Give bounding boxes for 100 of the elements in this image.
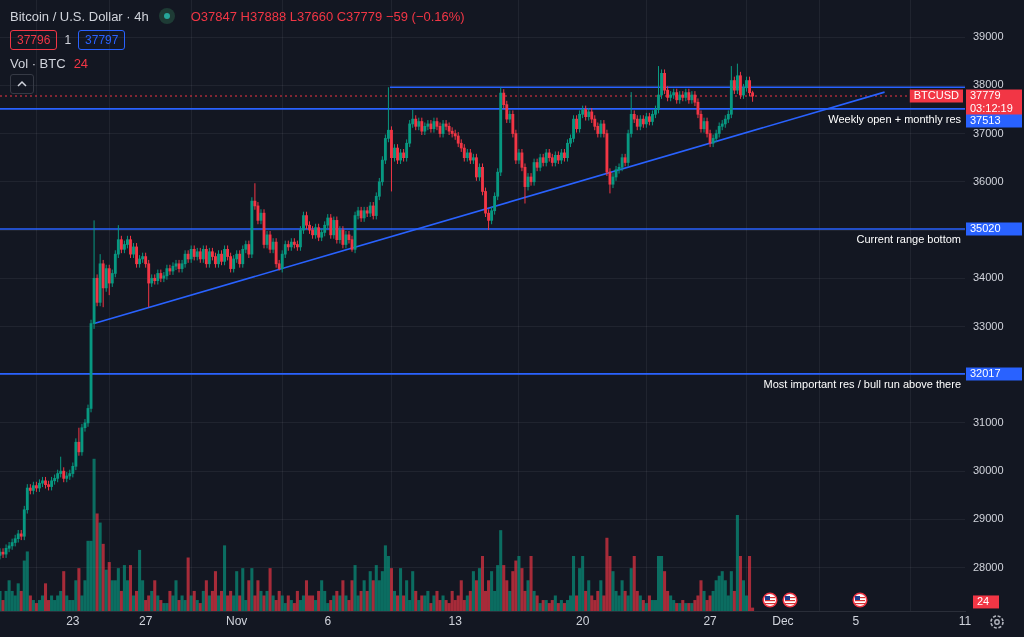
bar xyxy=(241,568,245,611)
bar xyxy=(514,560,518,611)
bar xyxy=(738,555,742,611)
bar xyxy=(298,600,302,611)
y-tick-label: 33000 xyxy=(973,319,1004,332)
bar xyxy=(741,580,746,611)
bar xyxy=(256,580,260,611)
y-tick-label: 28000 xyxy=(973,560,1004,573)
bar xyxy=(751,607,755,611)
bar xyxy=(714,580,718,611)
bar xyxy=(295,590,299,611)
bar xyxy=(663,571,667,611)
bar xyxy=(244,600,248,611)
bar xyxy=(10,590,14,611)
bar xyxy=(477,568,481,611)
bar xyxy=(744,595,749,611)
bar xyxy=(523,590,527,611)
bar xyxy=(526,580,530,611)
bar xyxy=(226,595,230,611)
bar xyxy=(204,580,208,611)
bar xyxy=(253,595,257,611)
bar xyxy=(220,590,224,611)
bar xyxy=(386,555,390,611)
annotation: 24 xyxy=(73,56,89,71)
bar xyxy=(511,571,515,611)
bar xyxy=(405,580,409,611)
bar xyxy=(599,580,603,611)
bar xyxy=(705,600,709,611)
bar xyxy=(520,568,524,611)
bar xyxy=(553,595,557,611)
bar xyxy=(490,571,494,611)
bar xyxy=(101,543,105,611)
bar xyxy=(0,590,2,611)
bar xyxy=(374,565,378,611)
bar xyxy=(535,595,539,611)
bar xyxy=(696,595,700,611)
bar xyxy=(568,595,573,611)
bar xyxy=(462,600,466,611)
bar xyxy=(474,580,478,611)
bar xyxy=(122,565,126,611)
bar xyxy=(711,590,715,611)
bar xyxy=(301,595,305,611)
bar xyxy=(229,590,233,611)
bar xyxy=(411,571,415,611)
bar xyxy=(80,595,84,611)
bar xyxy=(238,595,242,611)
bar xyxy=(223,545,227,611)
bar xyxy=(25,551,29,611)
bar xyxy=(65,595,69,611)
bar xyxy=(141,580,145,611)
bar xyxy=(611,571,615,611)
bar xyxy=(40,595,45,611)
bar xyxy=(95,513,99,611)
bar xyxy=(92,458,96,611)
bar xyxy=(596,590,600,611)
bar xyxy=(471,571,475,611)
bar xyxy=(581,555,585,611)
bar xyxy=(402,595,406,611)
bar xyxy=(116,568,120,611)
annotation: Weekly open + monthly res xyxy=(828,112,962,125)
x-tick-label: 20 xyxy=(575,613,590,628)
bar xyxy=(356,595,360,611)
bar xyxy=(629,568,633,611)
y-tick-label: 39000 xyxy=(973,30,1004,43)
bar xyxy=(83,580,87,611)
ref-line-label: 37779 xyxy=(970,89,1001,102)
bar xyxy=(496,565,500,611)
annotation: 37796 xyxy=(10,30,58,50)
bar xyxy=(729,571,733,611)
bar xyxy=(620,580,624,611)
bar xyxy=(335,590,339,611)
bar xyxy=(265,590,269,611)
bar xyxy=(699,580,703,611)
x-tick-label: 11 xyxy=(958,613,972,628)
bar xyxy=(417,600,421,611)
bar xyxy=(110,580,114,611)
bar xyxy=(608,555,612,611)
x-tick-label: 5 xyxy=(852,613,860,628)
bar xyxy=(468,590,472,611)
bar xyxy=(450,590,454,611)
bar xyxy=(748,555,752,611)
bar xyxy=(304,580,309,611)
bar xyxy=(638,595,642,611)
bar xyxy=(365,590,369,611)
bar xyxy=(723,580,727,611)
bar xyxy=(4,590,8,611)
bar xyxy=(43,583,48,611)
bar xyxy=(16,583,20,611)
bar xyxy=(174,580,178,611)
annotation: 37797 xyxy=(78,30,126,50)
bar xyxy=(666,590,670,611)
bar xyxy=(396,595,400,611)
text: Bitcoin / U.S. Dollar · 4h xyxy=(10,8,149,24)
bar xyxy=(660,555,664,611)
bar xyxy=(383,545,387,611)
bar xyxy=(480,555,485,611)
y-tick-label: 36000 xyxy=(973,174,1004,187)
bar xyxy=(201,590,205,611)
bar xyxy=(125,580,129,611)
bar xyxy=(508,590,512,611)
